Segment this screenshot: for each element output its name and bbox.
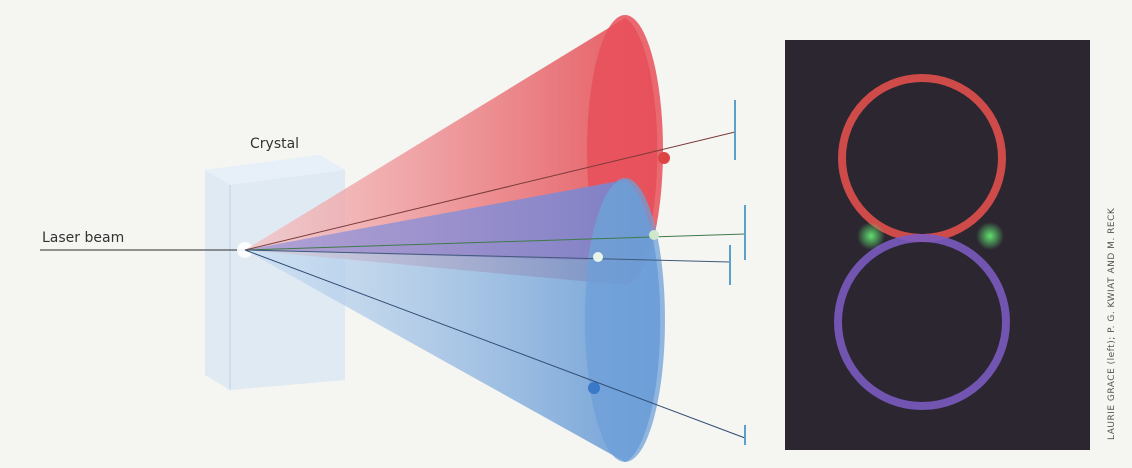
detectors	[729, 100, 746, 445]
intersection	[857, 222, 885, 250]
green-photon	[649, 230, 659, 240]
credit: LAURIE GRACE (left); P. G. KWIAT AND M. …	[1107, 207, 1117, 440]
blue-cone-base	[585, 178, 665, 462]
laser-beam-label: Laser beam	[42, 230, 124, 246]
photo-panel	[785, 40, 1090, 450]
blue-ray	[244, 249, 746, 439]
green-ray-2	[244, 249, 731, 263]
green-photon-2	[593, 252, 603, 262]
crystal-label: Crystal	[250, 136, 299, 152]
red-ray	[244, 131, 736, 251]
intersection	[976, 222, 1004, 250]
green-ray	[244, 233, 746, 251]
overlap	[245, 179, 625, 260]
purple-ring	[834, 234, 1010, 410]
crystal-top	[205, 155, 345, 185]
blue-photon	[588, 382, 600, 394]
red-photon	[658, 152, 670, 164]
